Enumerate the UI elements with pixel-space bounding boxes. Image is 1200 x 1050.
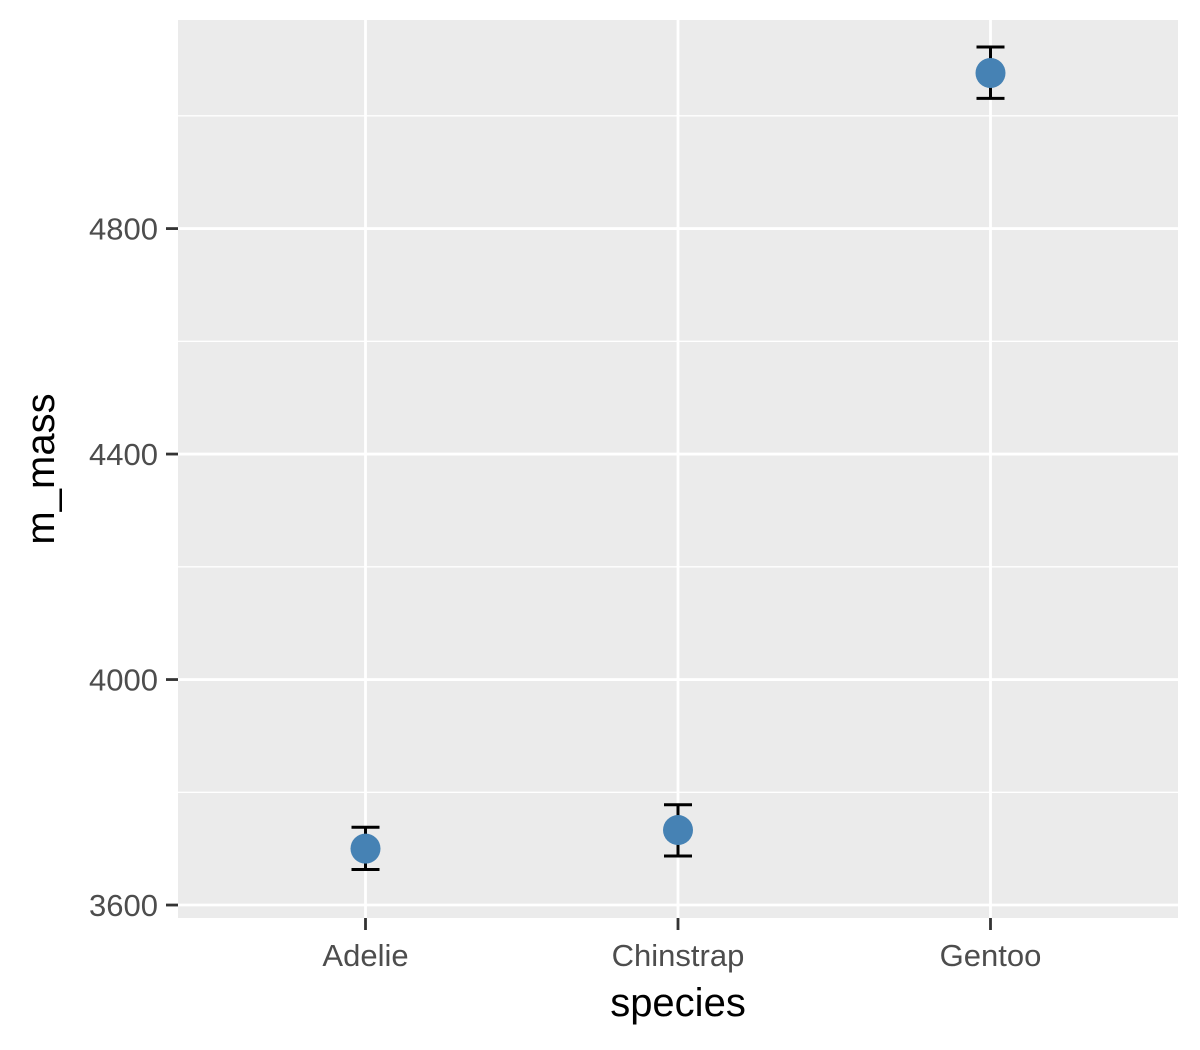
grid-lines <box>178 20 1178 918</box>
axes: 3600 4000 4400 4800 Adelie Chinstrap Gentoo <box>89 212 1041 973</box>
x-tick-label: Adelie <box>322 938 408 973</box>
y-tick-label: 4000 <box>89 663 158 698</box>
data-point <box>350 833 381 864</box>
x-axis-title: species <box>610 981 746 1025</box>
y-tick-label: 3600 <box>89 888 158 923</box>
x-tick-label: Chinstrap <box>612 938 745 973</box>
data-point <box>975 57 1006 88</box>
x-tick-label: Gentoo <box>940 938 1042 973</box>
y-tick-label: 4800 <box>89 212 158 247</box>
y-axis-title: m_mass <box>19 393 63 544</box>
data-point <box>663 815 693 846</box>
data-marks <box>350 45 1006 872</box>
y-tick-label: 4400 <box>89 437 158 472</box>
